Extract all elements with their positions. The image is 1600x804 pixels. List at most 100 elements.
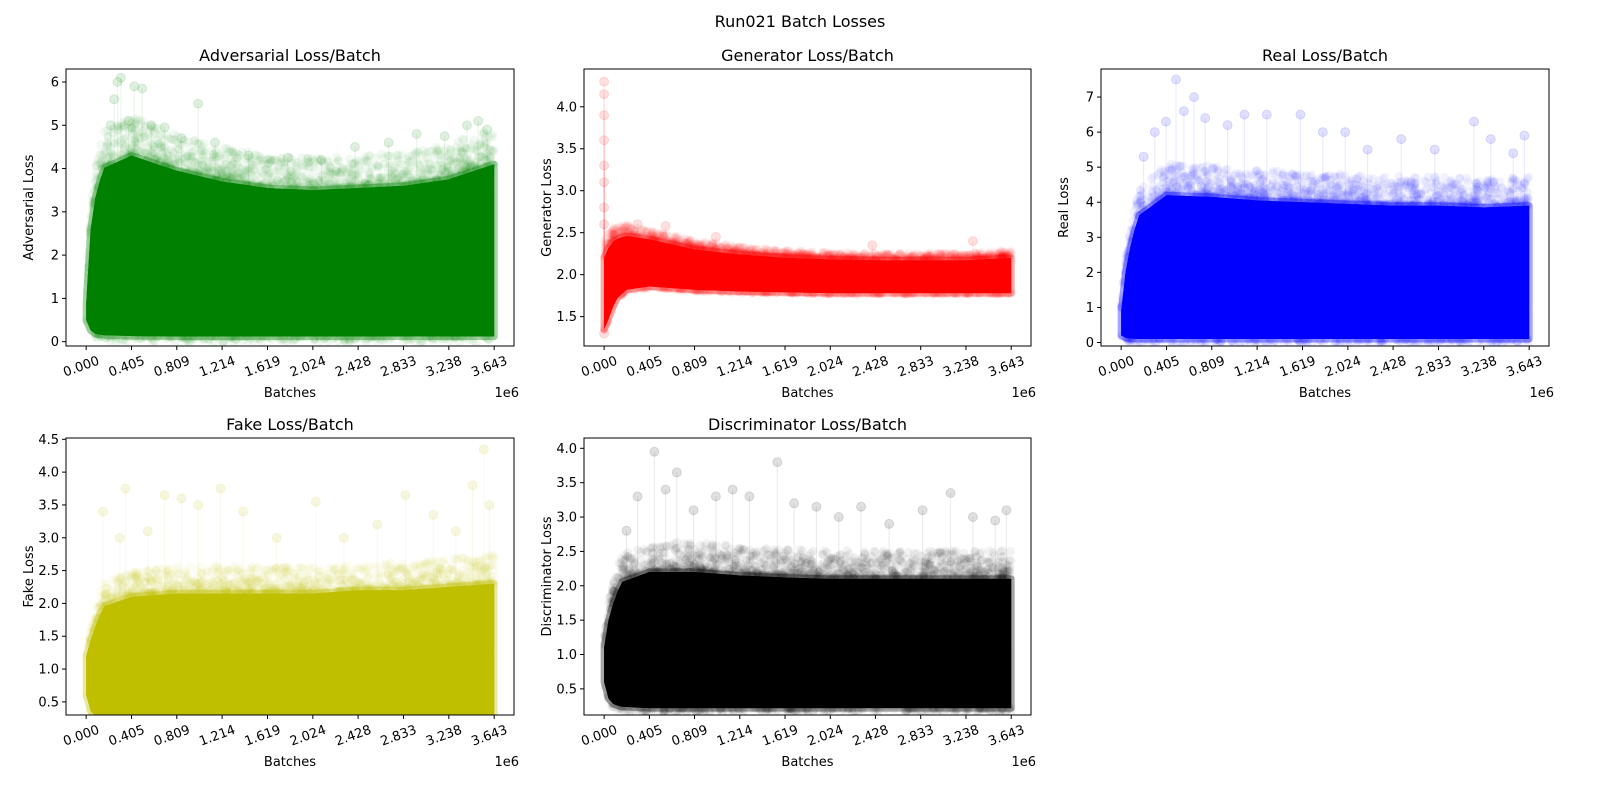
scatter-point bbox=[250, 166, 259, 175]
outlier-point bbox=[116, 73, 125, 82]
scatter-point bbox=[334, 156, 343, 165]
scatter-point bbox=[1386, 178, 1395, 187]
scatter-point bbox=[1422, 177, 1431, 186]
scatter-point bbox=[1291, 172, 1300, 181]
outlier-point bbox=[412, 129, 421, 138]
outlier-point bbox=[600, 111, 609, 120]
scatter-point bbox=[1462, 174, 1471, 183]
outlier-point bbox=[244, 151, 253, 160]
scatter-point bbox=[1244, 188, 1253, 197]
x-tick-label: 1.619 bbox=[243, 354, 283, 381]
outlier-point bbox=[600, 220, 609, 229]
outlier-point bbox=[474, 116, 483, 125]
x-tick-label: 0.405 bbox=[625, 354, 665, 381]
scatter-point bbox=[93, 155, 102, 164]
x-axis-label: Batches bbox=[781, 386, 833, 401]
y-tick-label: 0 bbox=[51, 335, 59, 350]
x-tick-label: 0.809 bbox=[670, 354, 710, 381]
scatter-point bbox=[1170, 179, 1179, 188]
scatter-point bbox=[1178, 168, 1187, 177]
scatter-point bbox=[1278, 171, 1287, 180]
scatter-point bbox=[233, 159, 242, 168]
scatter-point bbox=[114, 139, 123, 148]
outlier-point bbox=[968, 237, 977, 246]
x-tick-label: 2.428 bbox=[333, 354, 373, 381]
scatter-point bbox=[729, 242, 738, 251]
scatter-point bbox=[375, 161, 384, 170]
scatter-point bbox=[155, 132, 164, 141]
scatter-point bbox=[376, 174, 385, 183]
x-tick-label: 1.619 bbox=[760, 354, 800, 381]
scatter-point bbox=[1487, 194, 1496, 203]
x-tick-label: 3.238 bbox=[941, 354, 981, 381]
scatter-point bbox=[228, 146, 237, 155]
x-tick-label: 2.833 bbox=[379, 354, 419, 381]
scatter-point bbox=[453, 164, 462, 173]
scatter-point bbox=[410, 164, 419, 173]
outlier-point bbox=[211, 138, 220, 147]
subplot-2: Generator Loss/Batch1.52.02.53.03.54.0Ge… bbox=[540, 46, 1036, 401]
outlier-point bbox=[711, 232, 720, 241]
scatter-point bbox=[1199, 167, 1208, 176]
figure-title: Run021 Batch Losses bbox=[0, 12, 1600, 31]
scatter-point bbox=[99, 148, 108, 157]
outlier-point bbox=[283, 153, 292, 162]
x-tick-label: 0.809 bbox=[152, 354, 192, 381]
y-tick-label: 5 bbox=[51, 119, 59, 134]
outlier-point bbox=[440, 132, 449, 141]
plot-area bbox=[600, 77, 1016, 338]
scatter-point bbox=[390, 167, 399, 176]
scatter-point bbox=[211, 152, 220, 161]
plot-area bbox=[82, 73, 499, 347]
scatter-point bbox=[1160, 166, 1169, 175]
scatter-point bbox=[438, 161, 447, 170]
outlier-point bbox=[124, 116, 133, 125]
scatter-point bbox=[1306, 173, 1315, 182]
scatter-point bbox=[293, 167, 302, 176]
x-tick-label: 0.405 bbox=[107, 354, 147, 381]
outlier-point bbox=[600, 90, 609, 99]
x-tick-label: 1.214 bbox=[197, 354, 237, 381]
y-tick-label: 2 bbox=[51, 249, 59, 264]
scatter-point bbox=[168, 147, 177, 156]
x-tick-label: 2.833 bbox=[896, 354, 936, 381]
outlier-point bbox=[194, 99, 203, 108]
outlier-point bbox=[177, 134, 186, 143]
scatter-point bbox=[1404, 184, 1413, 193]
outlier-point bbox=[661, 222, 670, 231]
scatter-point bbox=[1488, 175, 1497, 184]
scatter-point bbox=[1132, 201, 1141, 210]
x-tick-label: 3.643 bbox=[986, 354, 1026, 381]
scatter-point bbox=[361, 164, 370, 173]
outlier-point bbox=[600, 203, 609, 212]
outlier-point bbox=[600, 161, 609, 170]
y-tick-label: 1.5 bbox=[556, 310, 577, 325]
scatter-point bbox=[262, 165, 271, 174]
scatter-point bbox=[1380, 189, 1389, 198]
scatter-point bbox=[431, 143, 440, 152]
scatter-point bbox=[348, 171, 357, 180]
scatter-point bbox=[624, 222, 633, 231]
scatter-point bbox=[1450, 187, 1459, 196]
scatter-point bbox=[642, 227, 651, 236]
scatter-point bbox=[1431, 173, 1440, 182]
outlier-point bbox=[384, 138, 393, 147]
outlier-point bbox=[868, 241, 877, 250]
scatter-point bbox=[1298, 185, 1307, 194]
scatter-point bbox=[1238, 174, 1247, 183]
subplot-1: Adversarial Loss/Batch0123456Adversarial… bbox=[22, 46, 519, 401]
scatter-point bbox=[427, 165, 436, 174]
x-tick-label: 2.024 bbox=[806, 354, 846, 381]
x-tick-label: 2.428 bbox=[851, 354, 891, 381]
scatter-point bbox=[1320, 173, 1329, 182]
x-tick-label: 1.214 bbox=[715, 354, 755, 381]
x-tick-label: 0.000 bbox=[61, 354, 101, 381]
outlier-point bbox=[600, 136, 609, 145]
scatter-point bbox=[1498, 183, 1507, 192]
scatter-point bbox=[397, 150, 406, 159]
y-tick-label: 3 bbox=[51, 205, 59, 220]
y-tick-label: 2.0 bbox=[556, 268, 577, 283]
